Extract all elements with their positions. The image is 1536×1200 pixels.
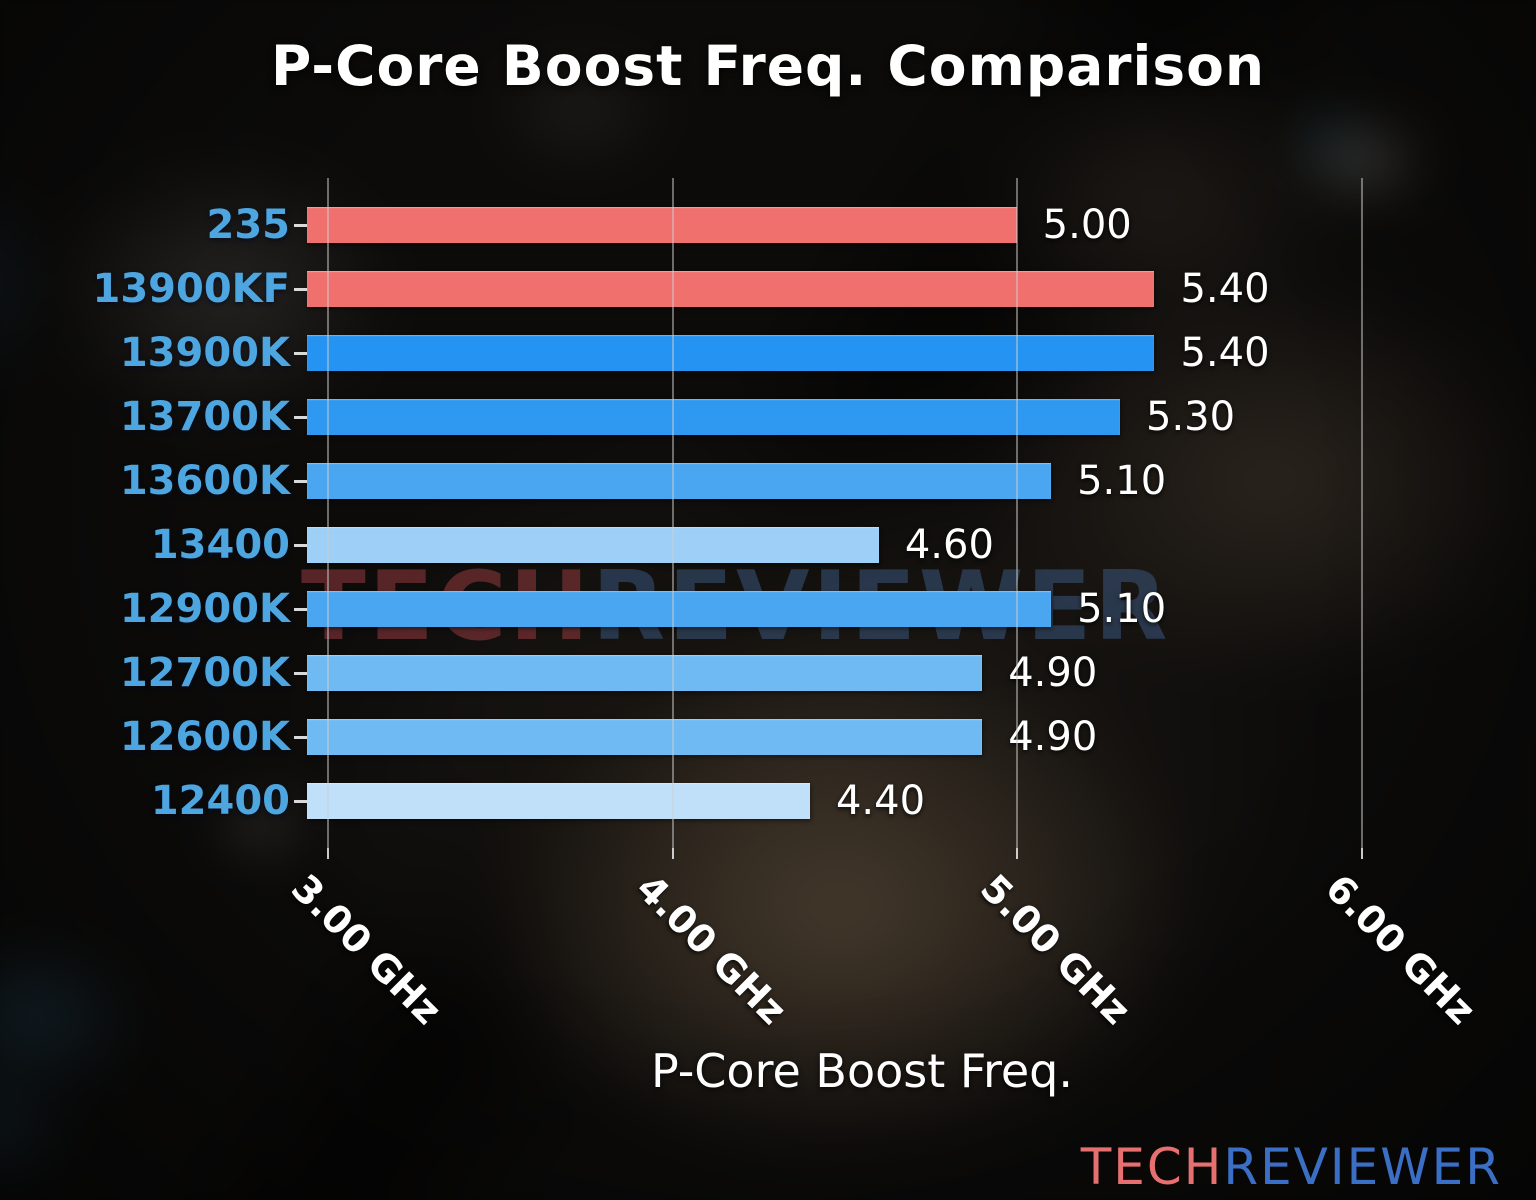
bar-13700K (307, 399, 1121, 435)
y-axis-tick (294, 224, 307, 227)
bar-13900KF (307, 271, 1155, 307)
value-label-12700K: 4.90 (1008, 650, 1098, 696)
y-axis-tick (294, 672, 307, 675)
category-label-13900KF: 13900KF (92, 266, 290, 312)
x-axis-tick (1016, 848, 1018, 859)
y-axis-tick (294, 352, 307, 355)
value-label-13700K: 5.30 (1146, 394, 1236, 440)
value-label-12900K: 5.10 (1077, 586, 1167, 632)
category-label-235: 235 (206, 202, 291, 248)
bar-12600K (307, 719, 983, 755)
category-label-13600K: 13600K (119, 458, 290, 504)
logo-tech: TECH (1080, 1138, 1224, 1196)
bar-235 (307, 207, 1017, 243)
category-label-12700K: 12700K (119, 650, 290, 696)
bar-12400 (307, 783, 810, 819)
category-label-13400: 13400 (150, 522, 290, 568)
y-axis-tick (294, 544, 307, 547)
y-axis-tick (294, 288, 307, 291)
category-label-12600K: 12600K (119, 714, 290, 760)
x-tick-label-3ghz: 3.00 GHz (283, 865, 450, 1033)
bar-13600K (307, 463, 1052, 499)
value-label-12600K: 4.90 (1008, 714, 1098, 760)
x-axis-tick (671, 848, 674, 859)
y-axis-tick (294, 480, 307, 483)
x-tick-label-4ghz: 4.00 GHz (627, 865, 795, 1033)
y-axis-tick (294, 800, 307, 803)
x-tick-label-5ghz: 5.00 GHz (972, 865, 1139, 1033)
x-tick-label-6ghz: 6.00 GHz (1316, 865, 1484, 1033)
x-axis-label: P-Core Boost Freq. (650, 1044, 1074, 1098)
x-axis-tick (1360, 848, 1363, 859)
y-axis-tick (294, 416, 307, 419)
techreviewer-logo: TECHREVIEWER (1081, 1138, 1502, 1196)
gridline-5ghz (1016, 178, 1018, 848)
value-label-12400: 4.40 (835, 778, 926, 824)
gridline-4ghz (671, 178, 674, 848)
gridline-6ghz (1360, 178, 1363, 848)
value-label-13900KF: 5.40 (1180, 266, 1270, 312)
bar-12700K (307, 655, 983, 691)
y-axis-tick (294, 608, 307, 611)
value-label-13900K: 5.40 (1180, 330, 1270, 376)
logo-reviewer: REVIEWER (1223, 1138, 1502, 1196)
bar-13900K (307, 335, 1155, 371)
category-label-13900K: 13900K (119, 330, 290, 376)
gridline-3ghz (327, 178, 329, 848)
x-axis-tick (327, 848, 329, 859)
chart-title: P-Core Boost Freq. Comparison (270, 34, 1266, 98)
value-label-13400: 4.60 (904, 522, 994, 568)
category-label-13700K: 13700K (119, 394, 290, 440)
category-label-12900K: 12900K (119, 586, 290, 632)
y-axis-tick (294, 736, 307, 739)
value-label-235: 5.00 (1042, 202, 1132, 248)
bar-12900K (307, 591, 1052, 627)
value-label-13600K: 5.10 (1077, 458, 1167, 504)
bar-13400 (307, 527, 879, 563)
category-label-12400: 12400 (150, 778, 290, 824)
